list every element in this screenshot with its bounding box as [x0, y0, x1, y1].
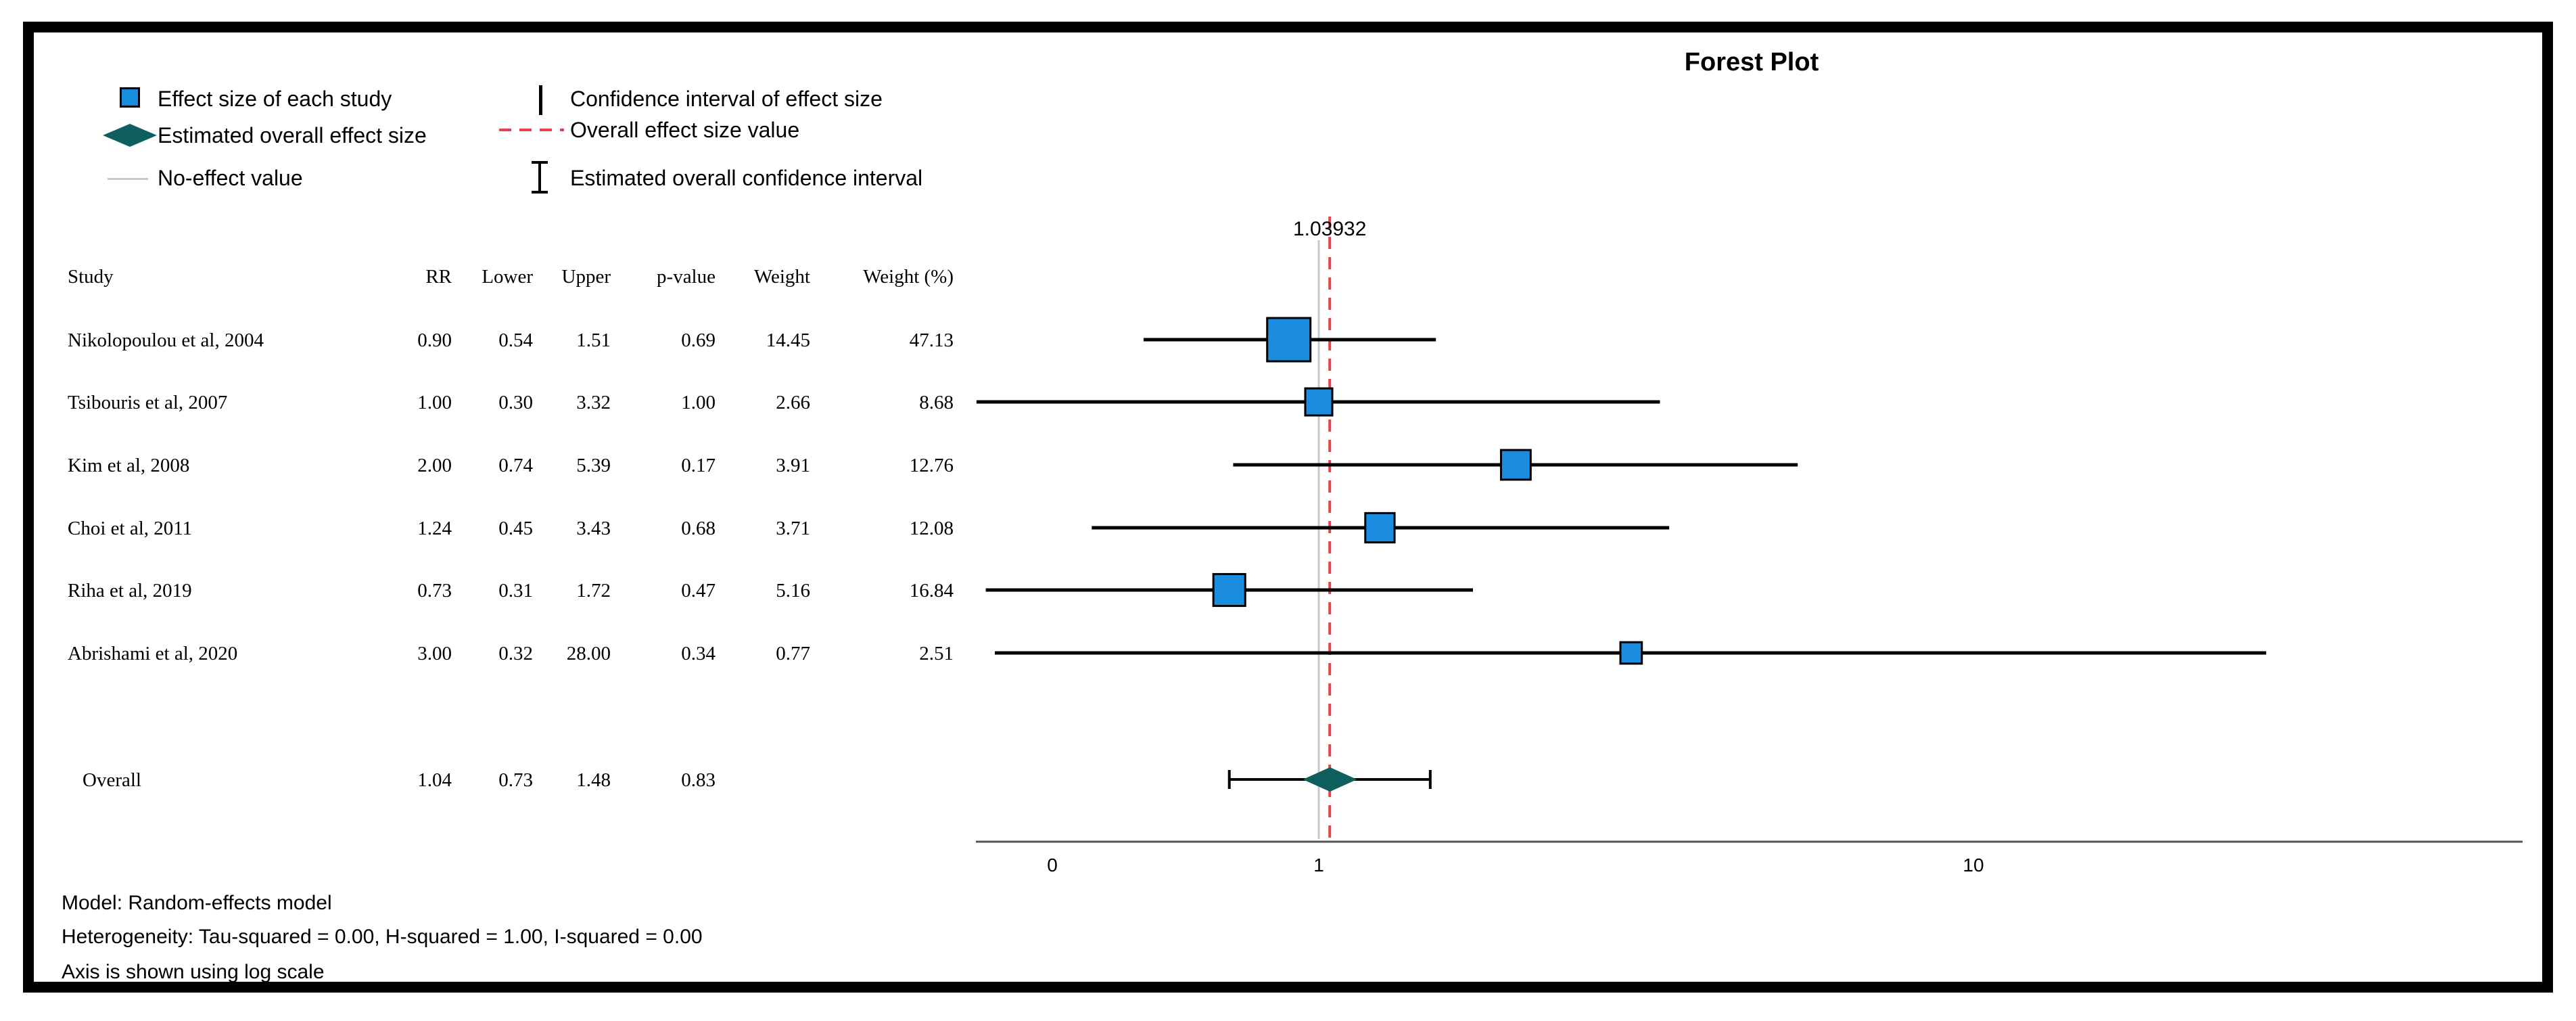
- effect-square-study-3: [1364, 512, 1396, 544]
- axis-scale-note: Axis is shown using log scale: [62, 961, 325, 983]
- table-cell-r4-c4: 0.47: [681, 580, 716, 602]
- table-overall-c3: 1.48: [576, 769, 611, 791]
- table-cell-r3-c1: 1.24: [417, 518, 452, 539]
- legend-no-effect-label: No-effect value: [158, 166, 303, 190]
- model-note: Model: Random-effects model: [62, 892, 332, 914]
- table-cell-r4-c0: Riha et al, 2019: [68, 580, 192, 602]
- figure-frame: [23, 22, 2553, 993]
- legend-overall-value-label: Overall effect size value: [570, 118, 800, 142]
- legend-diamond-icon: [103, 124, 157, 147]
- table-cell-r4-c3: 1.72: [576, 580, 611, 602]
- table-cell-r5-c0: Abrishami et al, 2020: [68, 643, 237, 664]
- legend-effect-size-label: Effect size of each study: [158, 87, 392, 111]
- table-cell-r3-c0: Choi et al, 2011: [68, 518, 192, 539]
- heterogeneity-note: Heterogeneity: Tau-squared = 0.00, H-squ…: [62, 926, 703, 948]
- table-header-6: Weight (%): [863, 266, 954, 288]
- forest-plot: Forest Plot 1.03932 0 1 10: [976, 48, 2523, 876]
- table-cell-r4-c5: 5.16: [776, 580, 810, 602]
- table-cell-r1-c5: 2.66: [776, 392, 810, 413]
- legend-overall-ci-label: Estimated overall confidence interval: [570, 166, 923, 190]
- table-cell-r4-c2: 0.31: [498, 580, 533, 602]
- effect-square-study-5: [1619, 641, 1643, 665]
- table-cell-r5-c6: 2.51: [919, 643, 954, 664]
- table-cell-r1-c4: 1.00: [681, 392, 716, 413]
- legend-square-icon: [120, 87, 140, 108]
- table-cell-r0-c5: 14.45: [766, 330, 810, 351]
- table-cell-r5-c3: 28.00: [567, 643, 611, 664]
- legend-no-effect-line-icon: [108, 178, 148, 180]
- table-cell-r2-c5: 3.91: [776, 455, 810, 476]
- table-cell-r3-c3: 3.43: [576, 518, 611, 539]
- table-cell-r5-c5: 0.77: [776, 643, 810, 664]
- table-cell-r1-c3: 3.32: [576, 392, 611, 413]
- table-cell-r2-c0: Kim et al, 2008: [68, 455, 189, 476]
- table-overall-c0: Overall: [83, 769, 141, 791]
- table-overall-c1: 1.04: [417, 769, 452, 791]
- table-cell-r2-c3: 5.39: [576, 455, 611, 476]
- table-cell-r2-c2: 0.74: [498, 455, 533, 476]
- table-header-0: Study: [68, 266, 114, 288]
- effect-square-study-4: [1212, 572, 1246, 608]
- table-cell-r3-c6: 12.08: [910, 518, 954, 539]
- overall-effect-diamond: [1303, 767, 1357, 792]
- table-header-5: Weight: [754, 266, 810, 288]
- legend-overall-effect-label: Estimated overall effect size: [158, 123, 427, 148]
- table-overall-c2: 0.73: [498, 769, 533, 791]
- table-cell-r2-c4: 0.17: [681, 455, 716, 476]
- table-cell-r3-c2: 0.45: [498, 518, 533, 539]
- legend-ci-line-icon: [539, 85, 542, 115]
- x-tick-label-0: 0: [1047, 855, 1058, 876]
- legend-overall-ci-icon: [532, 161, 548, 194]
- table-cell-r0-c0: Nikolopoulou et al, 2004: [68, 330, 264, 351]
- table-header-2: Lower: [482, 266, 533, 288]
- table-cell-r3-c4: 0.68: [681, 518, 716, 539]
- overall-effect-value-label: 1.03932: [1293, 218, 1366, 240]
- table-cell-r0-c2: 0.54: [498, 330, 533, 351]
- study-table: Study RR Lower Upper p-value Weight Weight (%)…: [68, 266, 954, 791]
- table-cell-r0-c6: 47.13: [910, 330, 954, 351]
- x-tick-label-2: 10: [1963, 855, 1984, 876]
- table-cell-r1-c2: 0.30: [498, 392, 533, 413]
- table-cell-r0-c3: 1.51: [576, 330, 611, 351]
- chart-title: Forest Plot: [1685, 48, 1819, 76]
- table-cell-r5-c1: 3.00: [417, 643, 452, 664]
- table-cell-r4-c1: 0.73: [417, 580, 452, 602]
- effect-square-study-1: [1304, 387, 1334, 417]
- x-tick-label-1: 1: [1313, 855, 1324, 876]
- table-cell-r2-c1: 2.00: [417, 455, 452, 476]
- table-header-3: Upper: [562, 266, 611, 288]
- effect-square-study-0: [1266, 317, 1312, 363]
- table-cell-r1-c1: 1.00: [417, 392, 452, 413]
- table-cell-r1-c6: 8.68: [919, 392, 954, 413]
- legend-ci-label: Confidence interval of effect size: [570, 87, 883, 111]
- effect-square-study-2: [1499, 449, 1532, 481]
- table-header-1: RR: [425, 266, 452, 288]
- table-cell-r2-c6: 12.76: [910, 455, 954, 476]
- table-cell-r5-c4: 0.34: [681, 643, 716, 664]
- table-cell-r3-c5: 3.71: [776, 518, 810, 539]
- table-header-4: p-value: [657, 266, 716, 288]
- table-cell-r0-c1: 0.90: [417, 330, 452, 351]
- table-overall-c4: 0.83: [681, 769, 716, 791]
- table-cell-r0-c4: 0.69: [681, 330, 716, 351]
- table-cell-r4-c6: 16.84: [910, 580, 954, 602]
- table-cell-r5-c2: 0.32: [498, 643, 533, 664]
- legend-overall-line-icon: [499, 129, 564, 131]
- table-cell-r1-c0: Tsibouris et al, 2007: [68, 392, 227, 413]
